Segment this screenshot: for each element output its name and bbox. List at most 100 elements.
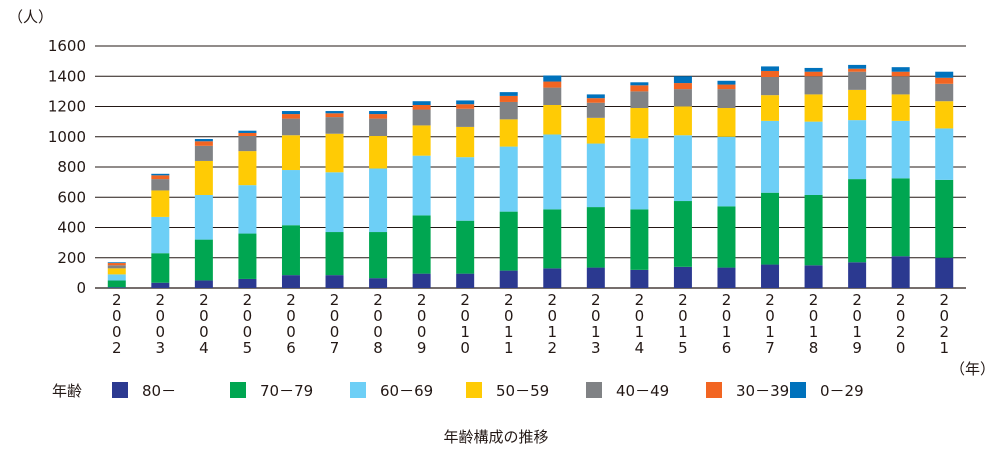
bar-segment: [412, 215, 431, 274]
x-tick-label: 2: [373, 291, 383, 309]
x-tick-label: 1: [765, 323, 775, 341]
bar-segment: [586, 98, 605, 103]
x-tick-label: 2: [635, 291, 645, 309]
x-tick-label: 2: [548, 291, 558, 309]
bar-segment: [630, 85, 649, 92]
bar-segment: [804, 67, 823, 72]
bar-segment: [281, 118, 300, 136]
x-tick-label: 2: [896, 323, 906, 341]
bar-segment: [238, 151, 257, 186]
bar-segment: [761, 95, 780, 121]
x-tick-label: 3: [156, 339, 166, 357]
legend-label: 70－79: [260, 381, 314, 400]
bar-segment: [848, 68, 867, 72]
legend-item: 0－29: [790, 378, 864, 402]
bar-segment: [369, 111, 388, 115]
x-tick-label: 0: [591, 307, 601, 325]
legend-title: 年齢: [52, 382, 83, 400]
x-tick-label: 2: [156, 291, 166, 309]
bar-segment: [238, 278, 257, 288]
bar-segment: [673, 76, 692, 84]
bar-segment: [891, 71, 910, 77]
legend-swatch: [586, 382, 602, 398]
bar-segment: [673, 83, 692, 90]
bar-segment: [543, 209, 562, 269]
bar-segment: [107, 268, 126, 275]
bar-segment: [891, 256, 910, 288]
x-tick-label: 2: [548, 339, 558, 357]
bar-segment: [499, 92, 518, 96]
bar-segment: [107, 274, 126, 281]
x-tick-label: 0: [765, 307, 775, 325]
bar-segment: [761, 192, 780, 265]
bar-segment: [194, 145, 213, 161]
x-tick-label: 1: [635, 323, 645, 341]
bar-segment: [107, 262, 126, 264]
y-tick-labels: 0 200 400 600 800 1000 1200 1400 1600: [48, 37, 86, 297]
bar-segment: [891, 94, 910, 121]
x-tick-label: 2: [852, 291, 862, 309]
x-tick-label: 0: [330, 323, 340, 341]
x-tick-label: 2: [939, 291, 949, 309]
legend-label: 60－69: [380, 381, 434, 400]
bar-segment: [761, 77, 780, 96]
x-tick-label: 2: [286, 291, 296, 309]
bar-segment: [151, 173, 170, 176]
legend-label: 30－39: [736, 381, 790, 400]
bar-segment: [499, 270, 518, 288]
bar-segment: [848, 262, 867, 288]
y-tick-label: 1600: [48, 37, 86, 55]
x-tick-label: 1: [548, 323, 558, 341]
bar-segment: [151, 253, 170, 283]
x-tick-label: 6: [286, 339, 296, 357]
bar-segment: [194, 239, 213, 281]
y-axis-label: （人）: [8, 8, 53, 26]
bar-segment: [673, 106, 692, 136]
bar-segment: [848, 179, 867, 263]
x-tick-label: 2: [809, 291, 819, 309]
bar-segment: [761, 120, 780, 193]
x-tick-label: 1: [939, 339, 949, 357]
x-tick-labels: 2002200320042005200620072008200920102011…: [112, 291, 949, 357]
bar-segment: [499, 101, 518, 120]
x-axis-label: （年）: [950, 360, 992, 378]
x-tick-label: 2: [504, 291, 514, 309]
bar-segment: [456, 220, 475, 274]
x-tick-label: 1: [504, 339, 514, 357]
y-tick-label: 0: [76, 279, 86, 297]
bar-segment: [369, 135, 388, 169]
bar-segment: [935, 101, 954, 129]
y-tick-label: 1000: [48, 128, 86, 146]
y-tick-label: 400: [57, 219, 86, 237]
gridlines: [95, 45, 966, 289]
x-tick-label: 1: [809, 323, 819, 341]
x-tick-label: 0: [417, 323, 427, 341]
x-tick-label: 3: [591, 339, 601, 357]
bar-segment: [935, 77, 954, 84]
bar-segment: [804, 71, 823, 77]
x-tick-label: 0: [156, 323, 166, 341]
bar-segment: [238, 233, 257, 279]
bar-segment: [804, 76, 823, 95]
bar-segment: [761, 70, 780, 78]
x-tick-label: 0: [286, 323, 296, 341]
x-tick-label: 6: [722, 339, 732, 357]
x-tick-label: 0: [112, 307, 122, 325]
x-tick-label: 0: [460, 307, 470, 325]
bar-segment: [194, 160, 213, 195]
x-tick-label: 2: [243, 291, 253, 309]
bar-segment: [107, 263, 126, 266]
bar-segment: [281, 170, 300, 226]
bar-segment: [456, 157, 475, 221]
bar-segment: [848, 89, 867, 121]
bar-segment: [456, 126, 475, 158]
bar-segment: [369, 114, 388, 119]
bar-segment: [630, 91, 649, 109]
bar-segment: [891, 76, 910, 95]
bar-segment: [543, 87, 562, 105]
bar-segment: [412, 104, 431, 110]
x-tick-label: 1: [678, 323, 688, 341]
legend-swatch: [706, 382, 722, 398]
bar-segment: [194, 194, 213, 240]
bar-segment: [151, 179, 170, 191]
